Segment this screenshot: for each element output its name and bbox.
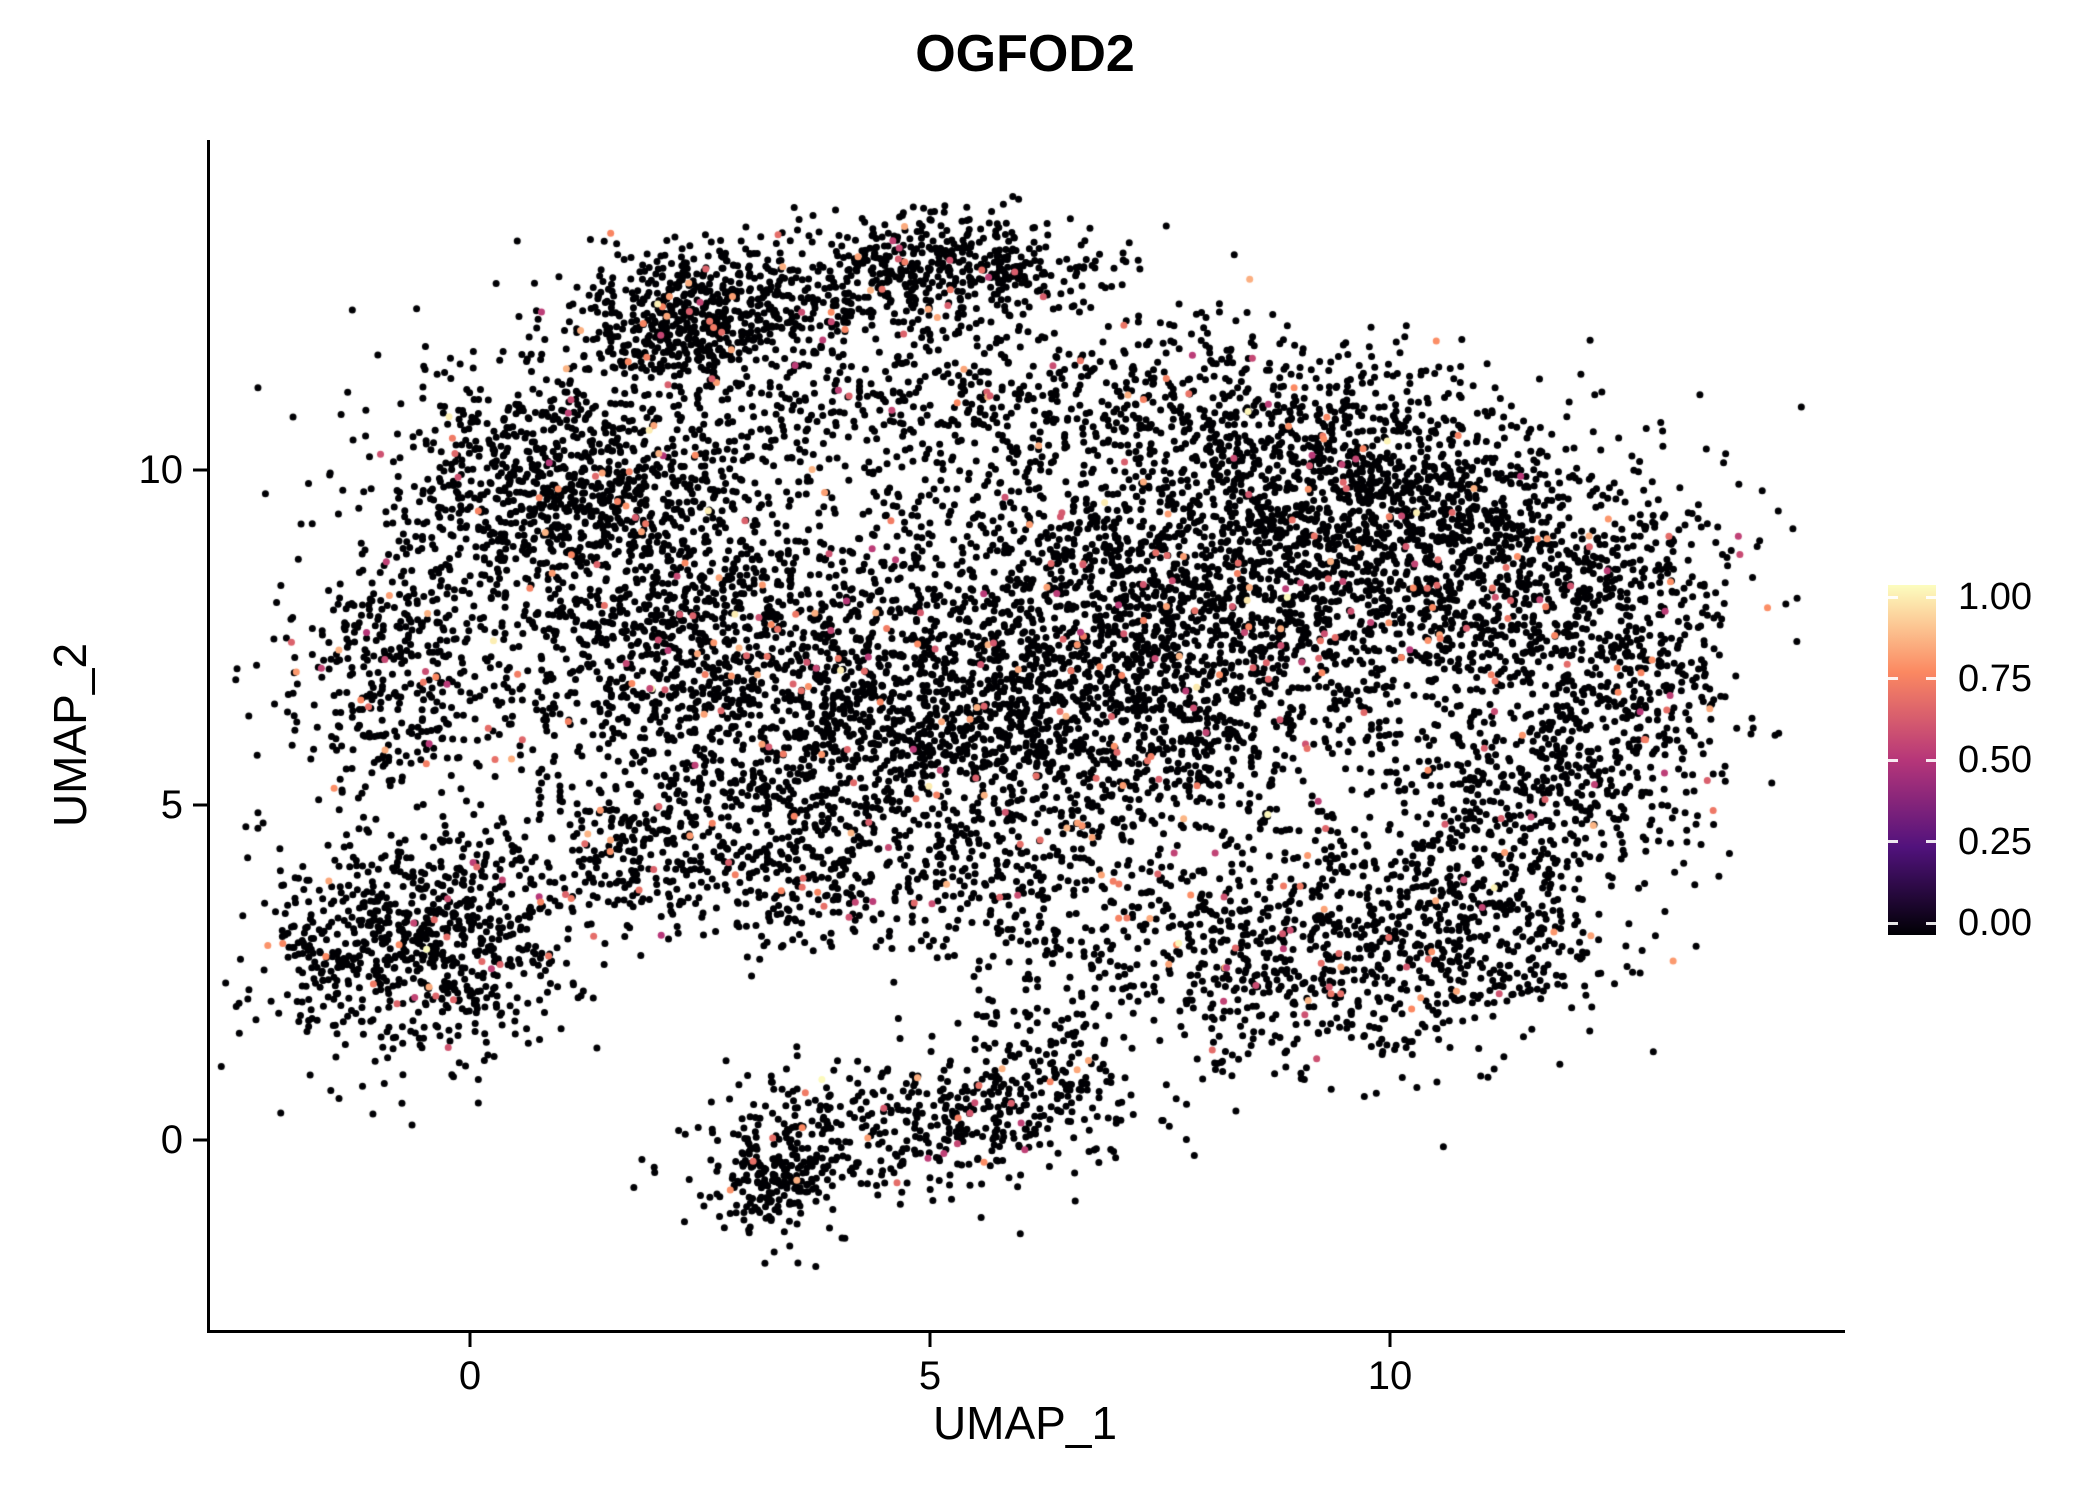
colorbar-tick — [1926, 921, 1936, 925]
legend-label-0.75: 0.75 — [1958, 657, 2032, 700]
colorbar-tick — [1888, 840, 1898, 843]
plot-panel — [210, 140, 1840, 1330]
x-tick-label-10: 10 — [1367, 1354, 1413, 1398]
legend-label-0.25: 0.25 — [1958, 820, 2032, 863]
colorbar-tick — [1888, 758, 1898, 762]
legend-label-1.00: 1.00 — [1958, 576, 2032, 618]
y-axis-tick-0 — [193, 1138, 207, 1142]
colorbar-tick — [1888, 921, 1898, 925]
plot-title: OGFOD2 — [915, 25, 1135, 83]
x-axis-title: UMAP_1 — [932, 1397, 1118, 1449]
x-axis-line — [207, 1330, 1845, 1333]
colorbar-tick — [1888, 595, 1898, 599]
y-tick-label-10: 10 — [138, 448, 184, 492]
x-tick-label-5: 5 — [918, 1354, 942, 1398]
colorbar-tick — [1926, 840, 1936, 843]
colorbar-tick — [1926, 758, 1936, 762]
legend-label-0.50: 0.50 — [1958, 739, 2032, 781]
x-tick-label-0: 0 — [458, 1354, 482, 1398]
x-axis-tick-10 — [1388, 1333, 1392, 1347]
colorbar-tick — [1888, 677, 1898, 680]
x-axis-tick-5 — [928, 1333, 932, 1347]
colorbar-legend: 1.00 0.75 0.50 0.25 0.00 — [1885, 560, 2100, 960]
umap-scatter-canvas — [210, 140, 1840, 1330]
colorbar-tick — [1926, 595, 1936, 599]
y-axis-tick-10 — [193, 468, 207, 472]
y-axis-line — [207, 140, 210, 1333]
y-axis-tick-5 — [193, 803, 207, 807]
colorbar-tick — [1926, 677, 1936, 680]
y-tick-label-5: 5 — [160, 783, 183, 827]
legend-label-0.00: 0.00 — [1958, 902, 2032, 944]
x-axis-tick-0 — [468, 1333, 472, 1347]
y-tick-label-0: 0 — [160, 1118, 183, 1162]
